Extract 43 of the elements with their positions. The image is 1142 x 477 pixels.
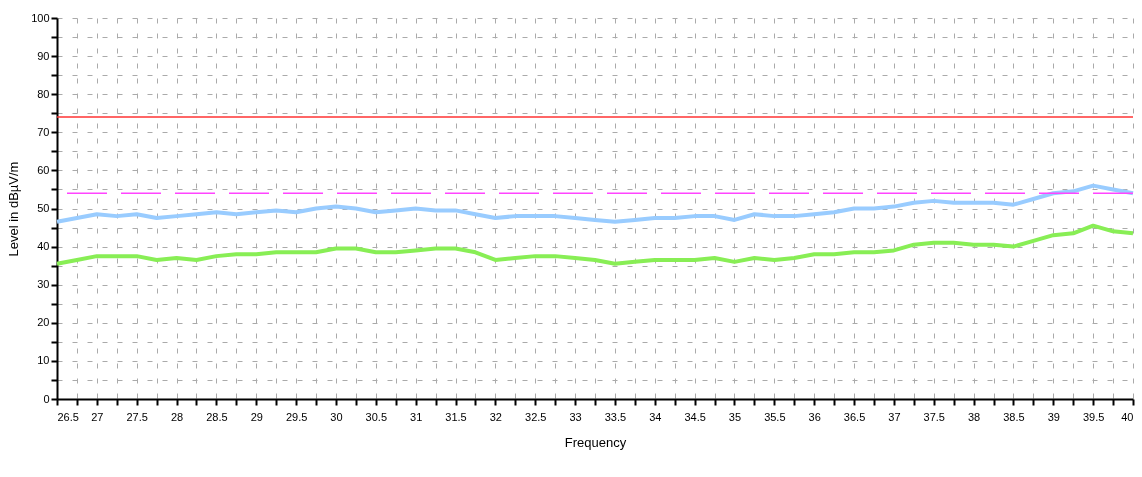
x-tick-label: 29.5 — [285, 410, 308, 423]
x-tick-label: 29 — [250, 410, 263, 423]
x-tick-label: 35.5 — [764, 410, 786, 423]
y-tick-label: 70 — [37, 125, 50, 138]
x-tick-label: 35 — [728, 410, 742, 423]
x-tick-label: 28 — [170, 410, 184, 423]
x-tick-label: 36.5 — [843, 410, 866, 423]
x-tick-label: 34 — [649, 410, 662, 423]
line-series — [55, 223, 1135, 266]
x-tick-label: 38 — [967, 410, 981, 423]
y-tick-label: 10 — [37, 354, 50, 367]
x-tick-label: 32.5 — [525, 410, 547, 423]
x-tick-label: 28.5 — [206, 410, 228, 423]
x-tick-label: 34.5 — [684, 410, 706, 423]
x-tick-label: 26.5 — [57, 410, 79, 423]
x-tick-label: 37 — [888, 410, 901, 423]
x-tick-label: 31.5 — [445, 410, 467, 423]
y-tick-label: 30 — [37, 278, 50, 291]
line-series — [55, 183, 1135, 224]
y-tick-label: 100 — [31, 11, 50, 24]
x-tick-label: 30.5 — [365, 410, 388, 423]
y-tick-label: 60 — [37, 163, 50, 176]
y-tick-label: 40 — [37, 240, 50, 253]
x-tick-label: 36 — [808, 410, 821, 423]
x-tick-label: 27.5 — [126, 410, 148, 423]
y-tick-label: 80 — [37, 87, 50, 100]
y-tick-label: 20 — [37, 316, 50, 329]
y-tick-label: 50 — [37, 202, 50, 214]
x-tick-label: 39 — [1047, 410, 1060, 423]
x-tick-label: 27 — [91, 410, 104, 423]
x-tick-label: 30 — [330, 410, 343, 423]
x-axis-title: Frequency — [564, 434, 627, 450]
x-tick-label: 31 — [410, 410, 423, 423]
x-tick-label: 33 — [569, 410, 582, 423]
x-tick-label: 32 — [489, 410, 502, 423]
y-tick-label: 90 — [37, 49, 50, 62]
x-tick-label: 37.5 — [923, 410, 945, 423]
y-axis-title: Level in dBµV/m — [6, 161, 22, 257]
x-tick-label: 40 — [1121, 410, 1134, 423]
x-tick-label: 39.5 — [1082, 410, 1105, 423]
y-tick-label: 0 — [43, 392, 50, 405]
x-tick-label: 33.5 — [604, 410, 627, 423]
x-tick-label: 38.5 — [1003, 410, 1025, 423]
